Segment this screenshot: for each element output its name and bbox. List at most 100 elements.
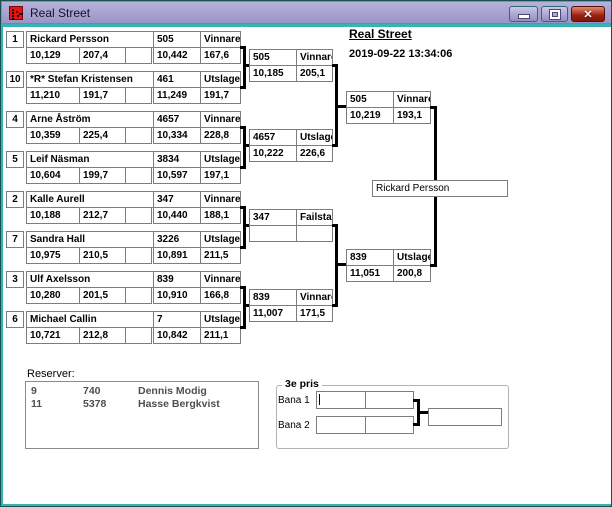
qual-extra-cell <box>125 47 152 64</box>
bracket-connector <box>243 224 250 227</box>
run-et: 10,440 <box>153 207 201 224</box>
run-number: 839 <box>346 249 394 266</box>
run-number: 4657 <box>153 111 201 128</box>
page-title: Real Street <box>349 27 412 41</box>
qual-speed: 207,4 <box>79 47 126 64</box>
qual-speed: 212,7 <box>79 207 126 224</box>
run-result: Vinnare <box>393 91 431 108</box>
run-et: 11,007 <box>249 305 297 322</box>
run-number: 7 <box>153 311 201 328</box>
run-et: 10,219 <box>346 107 394 124</box>
close-icon: ✕ <box>583 9 593 21</box>
run-speed: 226,6 <box>296 145 333 162</box>
qual-speed: 201,5 <box>79 287 126 304</box>
run-number: 347 <box>249 209 297 226</box>
reserve-number: 5378 <box>83 398 107 410</box>
qual-speed: 212,8 <box>79 327 126 344</box>
bracket-connector <box>243 46 246 89</box>
run-number: 839 <box>249 289 297 306</box>
reserve-seed: 11 <box>31 398 43 410</box>
qual-et: 10,129 <box>26 47 80 64</box>
run-result: Vinnare <box>200 271 241 288</box>
run-number: 839 <box>153 271 201 288</box>
lane1-cell-2[interactable] <box>365 391 414 409</box>
qual-et: 10,188 <box>26 207 80 224</box>
qual-extra-cell <box>125 167 152 184</box>
qual-extra-cell <box>125 247 152 264</box>
run-et: 11,051 <box>346 265 394 282</box>
racer-name: *R* Stefan Kristensen <box>26 71 155 88</box>
run-number: 3226 <box>153 231 201 248</box>
bracket-connector <box>413 423 420 426</box>
run-result: Utslagen <box>200 231 241 248</box>
run-number: 505 <box>249 49 297 66</box>
bracket-connector <box>430 264 437 267</box>
seed-number: 3 <box>6 271 24 288</box>
qual-et: 11,210 <box>26 87 80 104</box>
run-et: 10,597 <box>153 167 201 184</box>
bracket-connector <box>243 126 246 169</box>
qual-et: 10,721 <box>26 327 80 344</box>
text-caret <box>319 394 320 405</box>
run-result: Vinnare <box>296 49 333 66</box>
third-prize-result-box[interactable] <box>428 408 502 426</box>
run-speed: 193,1 <box>393 107 431 124</box>
qual-et: 10,359 <box>26 127 80 144</box>
qual-extra-cell <box>125 287 152 304</box>
run-result: Utslagen <box>393 249 431 266</box>
run-number: 4657 <box>249 129 297 146</box>
minimize-button[interactable] <box>509 6 538 22</box>
run-speed: 166,8 <box>200 287 241 304</box>
run-et: 10,185 <box>249 65 297 82</box>
window-title: Real Street <box>30 6 91 20</box>
reserve-name: Hasse Bergkvist <box>138 398 220 410</box>
run-speed: 200,8 <box>393 265 431 282</box>
run-number: 3834 <box>153 151 201 168</box>
bracket-connector <box>243 144 250 147</box>
third-prize-title: 3e pris <box>282 378 322 390</box>
qual-et: 10,975 <box>26 247 80 264</box>
seed-number: 10 <box>6 71 24 88</box>
qual-extra-cell <box>125 127 152 144</box>
qual-speed: 225,4 <box>79 127 126 144</box>
reserves-listbox[interactable] <box>25 381 259 449</box>
run-result: Vinnare <box>200 31 241 48</box>
bracket-connector <box>417 411 429 414</box>
run-et: 10,334 <box>153 127 201 144</box>
qual-extra-cell <box>125 87 152 104</box>
minimize-icon <box>519 15 529 18</box>
run-speed: 188,1 <box>200 207 241 224</box>
close-button[interactable]: ✕ <box>571 6 605 22</box>
run-et: 10,891 <box>153 247 201 264</box>
run-result: Vinnare <box>296 289 333 306</box>
run-speed: 228,8 <box>200 127 241 144</box>
maximize-icon <box>550 10 560 19</box>
reserve-name: Dennis Modig <box>138 385 207 397</box>
racer-name: Ulf Axelsson <box>26 271 155 288</box>
run-et: 11,249 <box>153 87 201 104</box>
run-number: 461 <box>153 71 201 88</box>
maximize-button[interactable] <box>541 6 568 22</box>
lane1-label: Bana 1 <box>278 395 310 406</box>
lane1-cell-1[interactable] <box>316 391 366 409</box>
lane2-cell-2[interactable] <box>365 416 414 434</box>
run-speed: 211,1 <box>200 327 241 344</box>
titlebar[interactable]: Real Street ✕ <box>2 2 611 24</box>
lane2-cell-1[interactable] <box>316 416 366 434</box>
racer-name: Sandra Hall <box>26 231 155 248</box>
app-icon[interactable] <box>9 6 23 20</box>
run-speed: 171,5 <box>296 305 333 322</box>
reserve-seed: 9 <box>31 385 37 397</box>
run-speed: 191,7 <box>200 87 241 104</box>
seed-number: 6 <box>6 311 24 328</box>
racer-name: Rickard Persson <box>26 31 155 48</box>
run-result: Vinnare <box>200 191 241 208</box>
racer-name: Leif Näsman <box>26 151 155 168</box>
seed-number: 2 <box>6 191 24 208</box>
qual-et: 10,280 <box>26 287 80 304</box>
qual-extra-cell <box>125 327 152 344</box>
run-result: Utslagen <box>200 71 241 88</box>
run-speed: 167,6 <box>200 47 241 64</box>
racer-name: Kalle Aurell <box>26 191 155 208</box>
